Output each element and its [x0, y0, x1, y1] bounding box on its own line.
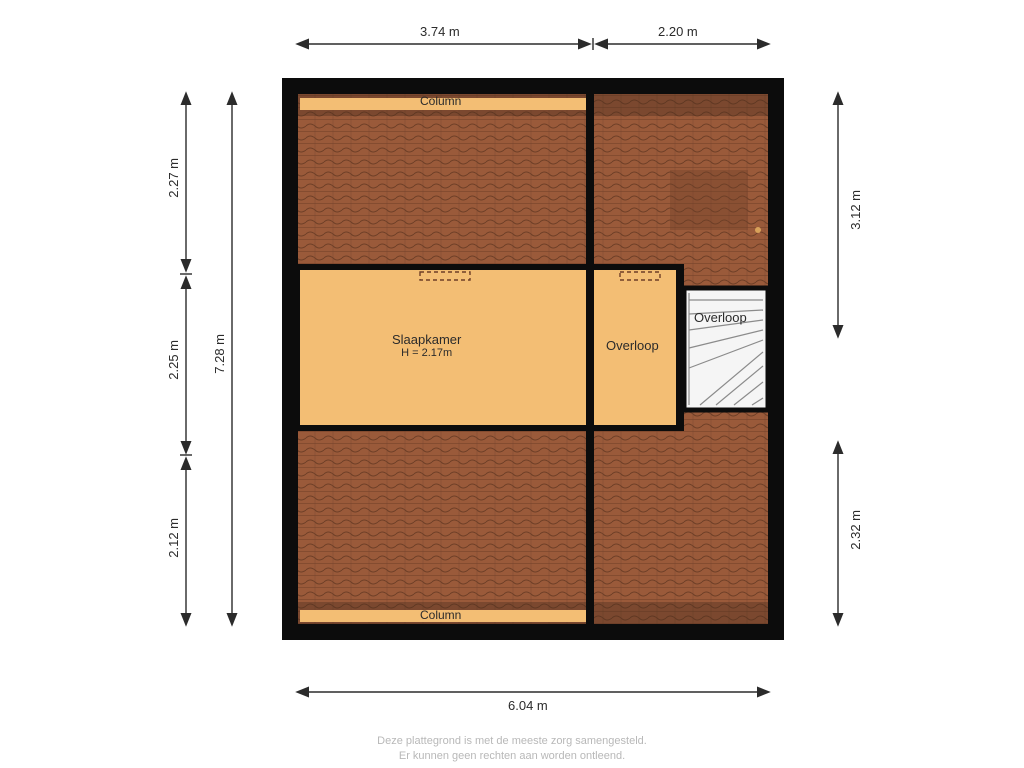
footer-disclaimer: Deze plattegrond is met de meeste zorg s…	[0, 734, 1024, 764]
dim-left-outer-3: 2.12 m	[166, 518, 181, 558]
room-slaapkamer: Slaapkamer H = 2.17m	[392, 332, 461, 359]
floorplan-canvas: 3.74 m 2.20 m 6.04 m 2.27 m 2.25 m 2.12 …	[0, 0, 1024, 768]
dim-right-2: 2.32 m	[848, 510, 863, 550]
column-label-bottom: Column	[420, 608, 461, 622]
dim-left-outer-2: 2.25 m	[166, 340, 181, 380]
room-slaapkamer-label: Slaapkamer	[392, 332, 461, 347]
floorplan-svg	[0, 0, 1024, 768]
dim-left-outer-1: 2.27 m	[166, 158, 181, 198]
column-label-top: Column	[420, 94, 461, 108]
room-overloop-2: Overloop	[694, 310, 747, 325]
footer-line-2: Er kunnen geen rechten aan worden ontlee…	[0, 749, 1024, 764]
footer-line-1: Deze plattegrond is met de meeste zorg s…	[0, 734, 1024, 749]
dim-top-1: 3.74 m	[420, 24, 460, 39]
dim-left-inner-1: 7.28 m	[212, 334, 227, 374]
room-slaapkamer-height: H = 2.17m	[392, 347, 461, 359]
dim-top-2: 2.20 m	[658, 24, 698, 39]
dim-bottom-1: 6.04 m	[508, 698, 548, 713]
room-overloop-1: Overloop	[606, 338, 659, 353]
dim-right-1: 3.12 m	[848, 190, 863, 230]
